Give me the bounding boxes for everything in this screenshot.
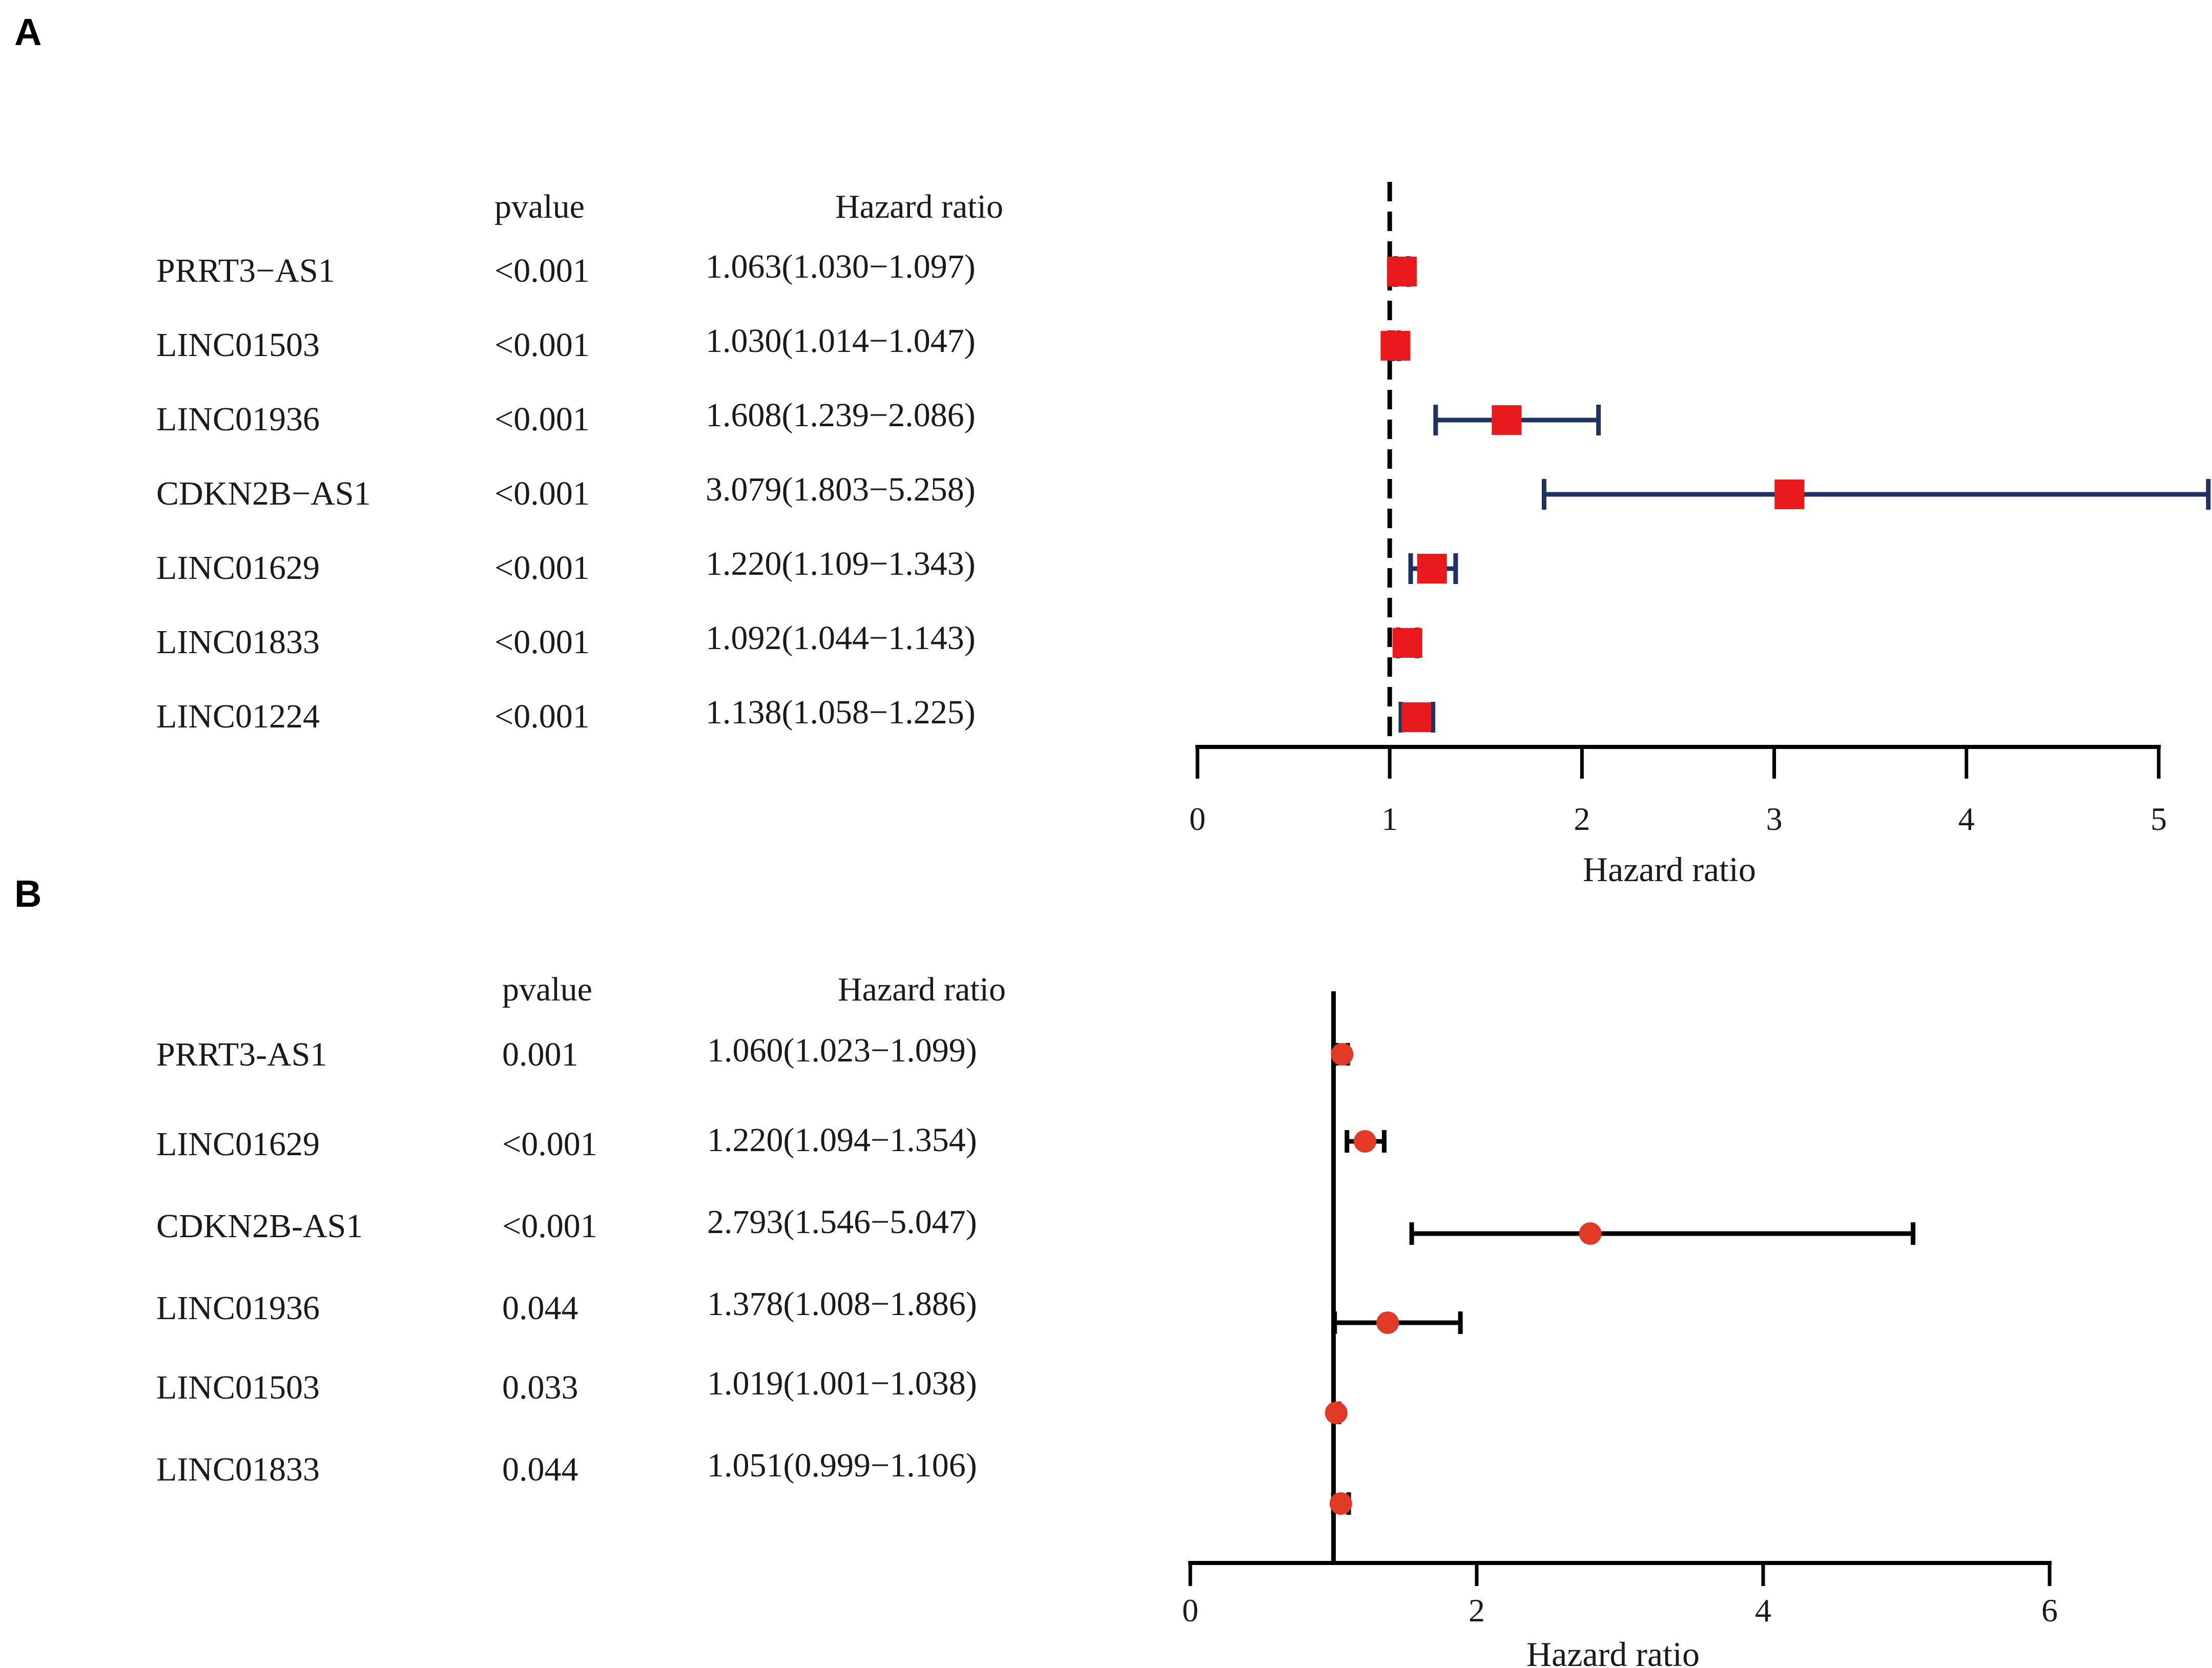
x-tick-label: 1	[1381, 801, 1398, 837]
hr-marker	[1401, 702, 1431, 732]
hr-marker	[1325, 1402, 1348, 1424]
row-name: LINC01936	[156, 401, 320, 438]
x-axis-title: Hazard ratio	[1583, 850, 1756, 889]
row-name: CDKN2B−AS1	[156, 475, 371, 512]
row-hazard-ratio: 1.060(1.023−1.099)	[707, 1032, 977, 1069]
pvalue-header: pvalue	[494, 188, 585, 225]
x-tick-label: 3	[1766, 801, 1783, 837]
row-pvalue: 0.001	[502, 1036, 578, 1073]
row-name: LINC01503	[156, 326, 320, 364]
row-hazard-ratio: 3.079(1.803−5.258)	[706, 471, 976, 508]
row-name: PRRT3-AS1	[156, 1036, 327, 1073]
row-pvalue: <0.001	[494, 252, 590, 289]
row-pvalue: <0.001	[494, 623, 590, 661]
row-pvalue: <0.001	[502, 1207, 597, 1245]
hr-marker	[1329, 1492, 1352, 1515]
row-name: LINC01224	[156, 698, 320, 735]
row-hazard-ratio: 1.220(1.094−1.354)	[707, 1121, 977, 1159]
hr-marker	[1774, 479, 1805, 509]
row-hazard-ratio: 1.092(1.044−1.143)	[706, 619, 976, 657]
hr-marker	[1380, 331, 1411, 361]
row-name: LINC01629	[156, 549, 320, 587]
row-hazard-ratio: 2.793(1.546−5.047)	[707, 1203, 977, 1241]
row-pvalue: <0.001	[494, 475, 590, 512]
row-name: LINC01936	[156, 1289, 320, 1327]
row-pvalue: <0.001	[494, 401, 590, 438]
row-hazard-ratio: 1.608(1.239−2.086)	[706, 397, 976, 434]
x-tick-label: 5	[2151, 801, 2167, 837]
x-tick-label: 4	[1755, 1592, 1771, 1629]
x-tick-label: 2	[1574, 801, 1590, 837]
row-hazard-ratio: 1.030(1.014−1.047)	[706, 322, 976, 360]
hr-marker	[1353, 1130, 1376, 1153]
hazard-ratio-header: Hazard ratio	[835, 188, 1003, 225]
row-pvalue: 0.033	[502, 1369, 578, 1406]
x-tick-label: 4	[1958, 801, 1975, 837]
row-name: PRRT3−AS1	[156, 252, 335, 289]
row-pvalue: <0.001	[494, 549, 590, 587]
row-pvalue: <0.001	[494, 698, 590, 735]
row-name: LINC01629	[156, 1125, 320, 1163]
panel-label: B	[14, 872, 42, 915]
hazard-ratio-header: Hazard ratio	[838, 971, 1006, 1008]
row-hazard-ratio: 1.220(1.109−1.343)	[706, 545, 976, 582]
x-tick-label: 2	[1469, 1592, 1485, 1629]
row-name: LINC01833	[156, 623, 320, 661]
x-tick-label: 0	[1182, 1592, 1198, 1629]
hr-marker	[1417, 554, 1447, 583]
row-pvalue: 0.044	[502, 1451, 578, 1488]
row-name: CDKN2B-AS1	[156, 1207, 363, 1245]
row-pvalue: <0.001	[502, 1125, 597, 1163]
row-hazard-ratio: 1.138(1.058−1.225)	[706, 694, 976, 731]
pvalue-header: pvalue	[502, 971, 592, 1008]
x-tick-label: 0	[1189, 801, 1206, 837]
row-pvalue: 0.044	[502, 1289, 578, 1327]
row-hazard-ratio: 1.019(1.001−1.038)	[707, 1365, 977, 1402]
hr-marker	[1376, 1311, 1399, 1334]
panel-label: A	[14, 11, 42, 53]
hr-marker	[1492, 405, 1522, 435]
x-axis-title: Hazard ratio	[1526, 1635, 1700, 1668]
x-tick-label: 6	[2041, 1592, 2058, 1629]
row-pvalue: <0.001	[494, 326, 590, 364]
row-hazard-ratio: 1.063(1.030−1.097)	[706, 248, 976, 285]
hr-marker	[1392, 628, 1422, 658]
hr-marker	[1387, 257, 1417, 286]
row-hazard-ratio: 1.378(1.008−1.886)	[707, 1285, 977, 1323]
hr-marker	[1579, 1222, 1602, 1245]
row-hazard-ratio: 1.051(0.999−1.106)	[707, 1447, 977, 1484]
hr-marker	[1331, 1043, 1354, 1066]
row-name: LINC01503	[156, 1369, 320, 1406]
row-name: LINC01833	[156, 1451, 320, 1488]
